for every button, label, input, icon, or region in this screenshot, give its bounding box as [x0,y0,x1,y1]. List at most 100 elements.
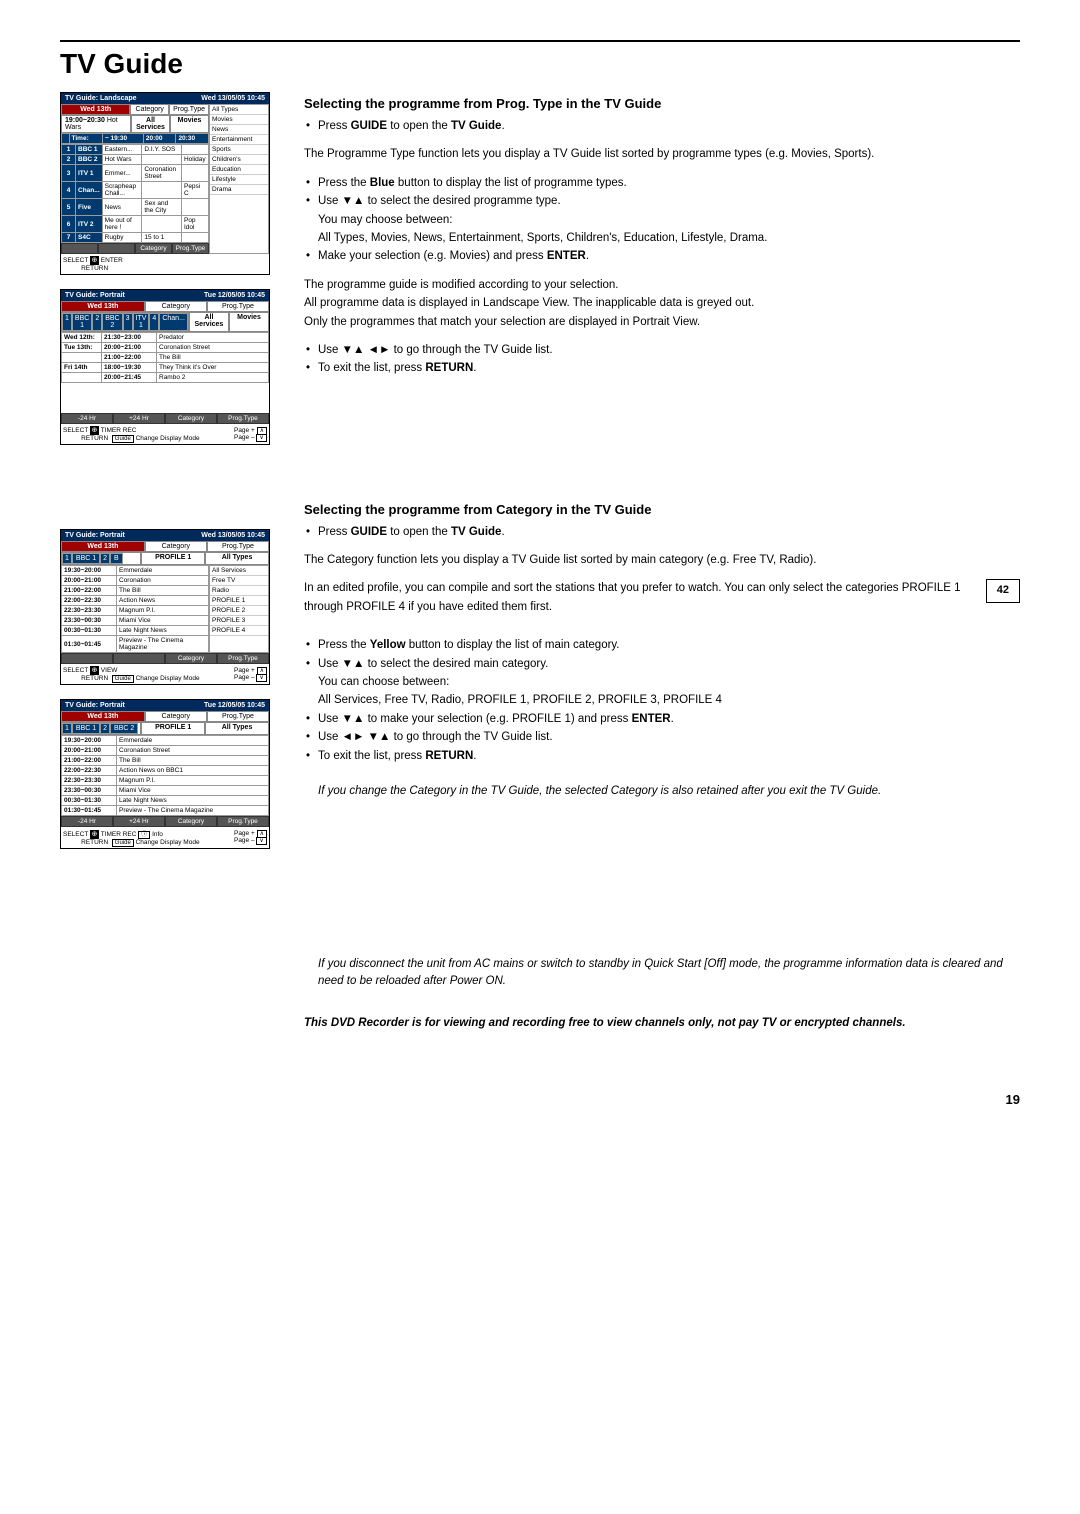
page-title: TV Guide [60,40,1020,80]
tg2-typeval: Movies [229,312,269,332]
tg1-date: Wed 13/05/05 10:45 [201,95,265,102]
tg3-pgup: Page + [234,667,255,674]
tg2-pgup: Page + [234,427,255,434]
tg3-typelabel: Prog.Type [207,541,269,552]
tg1-grid: Time:~ 19:3020:0020:30 [61,133,209,144]
tg2-return: RETURN [81,435,108,442]
sec1-b2: Press the Blue button to display the lis… [304,174,1020,192]
tg1-catlabel: Category [130,104,169,115]
tg4-typelabel: Prog.Type [207,711,269,722]
tg4-return: RETURN [81,839,108,846]
tg2-catval: All Services [189,312,229,332]
tg4-title: TV Guide: Portrait [65,702,125,709]
tg3-title: TV Guide: Portrait [65,532,125,539]
tg4-timer: TIMER REC [101,831,137,838]
tg4-f1[interactable]: +24 Hr [113,816,165,827]
tvguide-portrait-1: TV Guide: Portrait Tue 12/05/05 10:45 Wed… [60,289,270,445]
tg4-f2[interactable]: Category [165,816,217,827]
tg3-typeval: All Types [205,552,269,565]
tg1-title: TV Guide: Landscape [65,95,137,102]
tg4-f3[interactable]: Prog.Type [217,816,269,827]
tg3-cats: All ServicesFree TVRadioPROFILE 1PROFILE… [209,565,269,653]
tg2-day: Wed 13th [61,301,145,312]
tg3-f2[interactable]: Category [165,653,217,664]
tg4-pgup: Page + [234,830,255,837]
tg1-f1[interactable] [98,243,135,254]
tvguide-landscape: TV Guide: Landscape Wed 13/05/05 10:45 We… [60,92,270,275]
tg3-catval: PROFILE 1 [141,552,205,565]
tg3-f1[interactable] [113,653,165,664]
sec2-b4: Use ▼▲ to make your selection (e.g. PROF… [304,710,1020,728]
sec2-b6: To exit the list, press RETURN. [304,747,1020,765]
sec2-heading: Selecting the programme from Category in… [304,502,1020,517]
tg3-day: Wed 13th [61,541,145,552]
sec1-heading: Selecting the programme from Prog. Type … [304,96,1020,111]
tg1-timelabel: Time: [69,134,102,144]
tg1-typelabel: Prog.Type [169,104,209,115]
tg1-types: All TypesMoviesNewsEntertainmentSportsCh… [209,104,269,254]
tg1-typeval: Movies [170,115,209,133]
tg3-select: SELECT [63,667,88,674]
tvguide-portrait-3: TV Guide: PortraitTue 12/05/05 10:45 Wed… [60,699,270,849]
sec2-p1: The Category function lets you display a… [304,551,1020,569]
tg1-col1: 20:00 [143,134,176,144]
tg3-f0[interactable] [61,653,113,664]
sec2-b5: Use ◄► ▼▲ to go through the TV Guide lis… [304,728,1020,746]
sec2-b2: Press the Yellow button to display the l… [304,636,1020,654]
tg3-f3[interactable]: Prog.Type [217,653,269,664]
sec2-note2: If you disconnect the unit from AC mains… [318,956,1020,991]
tg4-day: Wed 13th [61,711,145,722]
tg3-date: Wed 13/05/05 10:45 [201,532,265,539]
tg2-typelabel: Prog.Type [207,301,269,312]
sec2-note3: This DVD Recorder is for viewing and rec… [304,1015,1020,1032]
tg4-pgdn: Page – [234,837,255,844]
tg3-view: VIEW [101,667,118,674]
tg4-mode: Change Display Mode [136,839,200,846]
sec1-b6: To exit the list, press RETURN. [304,359,1020,377]
tg1-now: 19:00~20:30 [65,117,105,124]
sec1-p2: The programme guide is modified accordin… [304,276,1020,331]
tg2-title: TV Guide: Portrait [65,292,125,299]
tg2-date: Tue 12/05/05 10:45 [204,292,265,299]
tg1-return: RETURN [81,265,108,272]
tg1-f3[interactable]: Prog.Type [172,243,209,254]
tg2-mode: Change Display Mode [136,435,200,442]
tg2-f2[interactable]: Category [165,413,217,424]
tg1-day: Wed 13th [61,104,130,115]
tg1-f2[interactable]: Category [135,243,172,254]
tg4-guide[interactable]: Guide [112,839,134,847]
tg1-col2: 20:30 [176,134,209,144]
tg4-rows: 19:30~20:00Emmerdale20:00~21:00Coronatio… [61,735,269,816]
tg2-f1[interactable]: +24 Hr [113,413,165,424]
tg1-f0[interactable] [61,243,98,254]
tg4-select: SELECT [63,831,88,838]
tg3-pgdn: Page – [234,674,255,681]
tg4-f0[interactable]: -24 Hr [61,816,113,827]
tg1-col0: ~ 19:30 [102,134,143,144]
tg2-catlabel: Category [145,301,207,312]
ref-42: 42 [986,579,1020,603]
sec1-b4: Make your selection (e.g. Movies) and pr… [304,247,1020,265]
tg3-mode: Change Display Mode [136,675,200,682]
tg2-guide[interactable]: Guide [112,435,134,443]
sec1-b1: Press GUIDE to open the TV Guide. [304,117,1020,135]
sec2-note1: If you change the Category in the TV Gui… [318,783,1020,800]
sec2-b3: Use ▼▲ to select the desired main catego… [304,655,1020,710]
tg3-catlabel: Category [145,541,207,552]
sec1-p1: The Programme Type function lets you dis… [304,145,1020,163]
tg4-catlabel: Category [145,711,207,722]
tg2-pgdn: Page – [234,434,255,441]
tg2-f3[interactable]: Prog.Type [217,413,269,424]
tg1-enter: ENTER [101,257,123,264]
tg4-typeval: All Types [205,722,269,735]
page-number: 19 [60,1092,1020,1107]
tg2-select: SELECT [63,427,88,434]
tg3-guide[interactable]: Guide [112,675,134,683]
sec2-p2: 42In an edited profile, you can compile … [304,579,1020,616]
tg3-return: RETURN [81,675,108,682]
sec2-b1: Press GUIDE to open the TV Guide. [304,523,1020,541]
tg4-catval: PROFILE 1 [141,722,205,735]
tg2-f0[interactable]: -24 Hr [61,413,113,424]
tg1-catval: All Services [131,115,170,133]
tg3-rows: 19:30~20:00Emmerdale20:00~21:00Coronatio… [61,565,209,653]
